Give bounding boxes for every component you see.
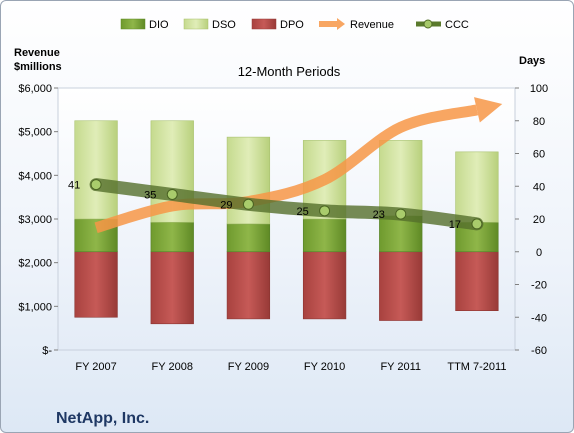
right-axis-ticks: -60 -40 -20 0 20 40 60 80 100 [515, 83, 548, 357]
x-category-label: FY 2011 [380, 361, 421, 373]
right-tick-label: 0 [536, 247, 542, 259]
ccc-data-label: 17 [449, 219, 461, 231]
x-category-label: FY 2010 [304, 361, 345, 373]
bar-dio [302, 218, 347, 253]
bar-dpo [74, 251, 118, 318]
bar-dpo [302, 251, 347, 320]
legend-label-revenue: Revenue [350, 19, 394, 31]
ccc-data-label: 25 [296, 206, 308, 218]
bar-dio [150, 221, 194, 253]
left-tick-label: $- [42, 345, 52, 357]
ccc-point [395, 208, 407, 220]
ccc-point [166, 188, 178, 200]
ccc-series: 41 35 29 25 23 17 [68, 178, 484, 231]
left-tick-label: $2,000 [18, 258, 52, 270]
bar-dso [455, 151, 499, 223]
bar-dpo [150, 251, 194, 325]
right-tick-label: 100 [530, 83, 548, 95]
company-name: NetApp, Inc. [56, 410, 149, 427]
bar-dpo [455, 251, 499, 312]
legend: DIO DSO DPO Revenue CCC [120, 18, 469, 31]
legend-label-dpo: DPO [280, 19, 304, 31]
chart-title: 12-Month Periods [238, 64, 341, 79]
right-tick-label: -40 [531, 312, 547, 324]
revenue-arrowhead [474, 97, 503, 123]
left-tick-label: $5,000 [18, 127, 52, 139]
left-tick-label: $3,000 [18, 214, 52, 226]
ccc-data-label: 29 [220, 199, 232, 211]
ccc-data-label: 35 [144, 189, 156, 201]
bar-dso [379, 140, 423, 217]
legend-swatch-dso [183, 18, 209, 30]
left-tick-label: $4,000 [18, 170, 52, 182]
right-tick-label: 80 [533, 116, 545, 128]
x-category-label: TTM 7-2011 [447, 361, 506, 373]
x-category-label: FY 2007 [75, 361, 116, 373]
right-tick-label: -20 [531, 280, 547, 292]
right-tick-label: 40 [533, 181, 545, 193]
ccc-point [242, 198, 254, 210]
right-tick-label: 20 [533, 214, 545, 226]
ccc-point [90, 179, 102, 191]
ccc-data-label: 23 [373, 209, 385, 221]
ccc-point [319, 205, 331, 217]
revenue-line [94, 104, 479, 234]
bar-dso [74, 120, 118, 220]
right-axis-title: Days [519, 55, 545, 67]
x-category-label: FY 2009 [228, 361, 269, 373]
ccc-point [471, 218, 483, 230]
x-axis-categories: FY 2007 FY 2008 FY 2009 FY 2010 FY 2011 TTM 7… [75, 361, 506, 373]
ccc-data-label: 41 [68, 180, 80, 192]
bar-dpo [379, 251, 423, 321]
bar-dio [226, 223, 271, 253]
legend-swatch-dio [120, 18, 146, 30]
right-tick-label: -60 [531, 345, 547, 357]
legend-label-dio: DIO [149, 19, 169, 31]
left-tick-label: $6,000 [18, 83, 52, 95]
right-tick-label: 60 [533, 149, 545, 161]
legend-swatch-dpo [251, 18, 277, 30]
revenue-series [94, 97, 503, 234]
left-axis-title-line1: Revenue [14, 47, 60, 59]
x-category-label: FY 2008 [152, 361, 193, 373]
left-axis-ticks: $- $1,000 $2,000 $3,000 $4,000 $5,000 $6,000 [18, 83, 58, 357]
legend-label-ccc: CCC [445, 19, 469, 31]
legend-swatch-revenue [319, 18, 345, 30]
ccc-line [89, 178, 484, 231]
legend-label-dso: DSO [212, 19, 236, 31]
bar-dpo [226, 251, 271, 320]
legend-swatch-ccc-marker [423, 19, 433, 29]
left-axis-title-line2: $millions [14, 61, 62, 73]
left-tick-label: $1,000 [18, 301, 52, 313]
